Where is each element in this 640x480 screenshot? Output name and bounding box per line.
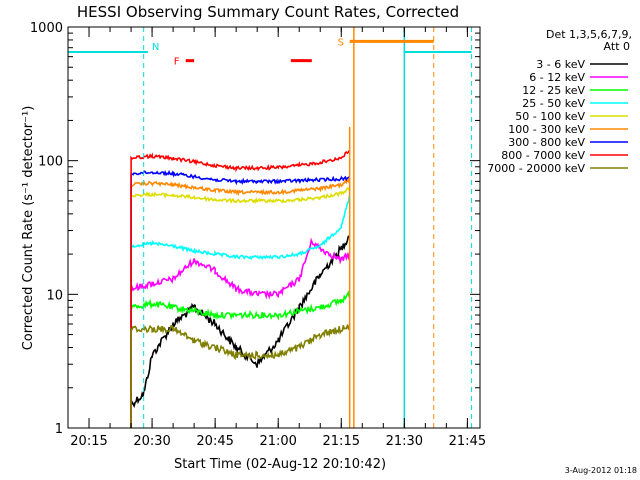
y-tick-label: 100 xyxy=(38,155,63,170)
x-tick-label: 21:45 xyxy=(449,434,486,449)
legend-label: 100 - 300 keV xyxy=(508,123,585,136)
annotations: N F S xyxy=(68,27,473,428)
series-line-25-50-kev xyxy=(130,194,351,428)
chart-title: HESSI Observing Summary Count Rates, Cor… xyxy=(77,3,459,21)
n-label: N xyxy=(152,42,159,53)
legend-header-line-2: Att 0 xyxy=(604,40,630,53)
series-line-3-6-kev xyxy=(130,234,351,428)
series-line-100-300-kev xyxy=(130,175,351,428)
legend-label: 800 - 7000 keV xyxy=(501,149,585,162)
legend-label: 300 - 800 keV xyxy=(508,136,585,149)
axes: 1 10 100 1000 20:15 20:30 20:45 21:00 21:15 21:30… xyxy=(30,21,486,449)
y-tick-label: 1000 xyxy=(30,21,63,36)
legend-header-line-1: Det 1,3,5,6,7,9, xyxy=(546,28,632,41)
x-tick-label: 20:45 xyxy=(196,434,233,449)
plot-frame xyxy=(67,26,481,429)
series-line-7000-20000-kev xyxy=(130,323,351,428)
f-label: F xyxy=(174,57,180,68)
x-tick-label: 21:15 xyxy=(323,434,360,449)
legend-label: 7000 - 20000 keV xyxy=(487,162,585,175)
y-axis-label: Corrected Count Rate (s⁻¹ detector⁻¹) xyxy=(21,106,36,351)
legend-label: 3 - 6 keV xyxy=(536,58,585,71)
series-line-50-100-kev xyxy=(130,186,351,428)
x-tick-label: 21:00 xyxy=(259,434,296,449)
series-line-12-25-kev xyxy=(130,290,351,428)
series-line-800-7000-kev xyxy=(130,149,351,428)
legend-label: 6 - 12 keV xyxy=(529,71,585,84)
legend-label: 25 - 50 keV xyxy=(522,97,585,110)
x-tick-label: 21:30 xyxy=(386,434,423,449)
x-axis-label: Start Time (02-Aug-12 20:10:42) xyxy=(174,457,386,472)
s-label: S xyxy=(338,37,344,48)
y-tick-label: 10 xyxy=(46,288,63,303)
timestamp: 3-Aug-2012 01:18 xyxy=(565,466,637,475)
y-tick-label: 1 xyxy=(55,422,63,437)
plot-area: N F S xyxy=(68,27,473,428)
legend-label: 50 - 100 keV xyxy=(515,110,585,123)
legend-label: 12 - 25 keV xyxy=(522,84,585,97)
series-line-300-800-kev xyxy=(130,169,351,428)
series-line-6-12-kev xyxy=(130,237,351,428)
x-tick-label: 20:15 xyxy=(70,434,107,449)
x-tick-label: 20:30 xyxy=(133,434,170,449)
